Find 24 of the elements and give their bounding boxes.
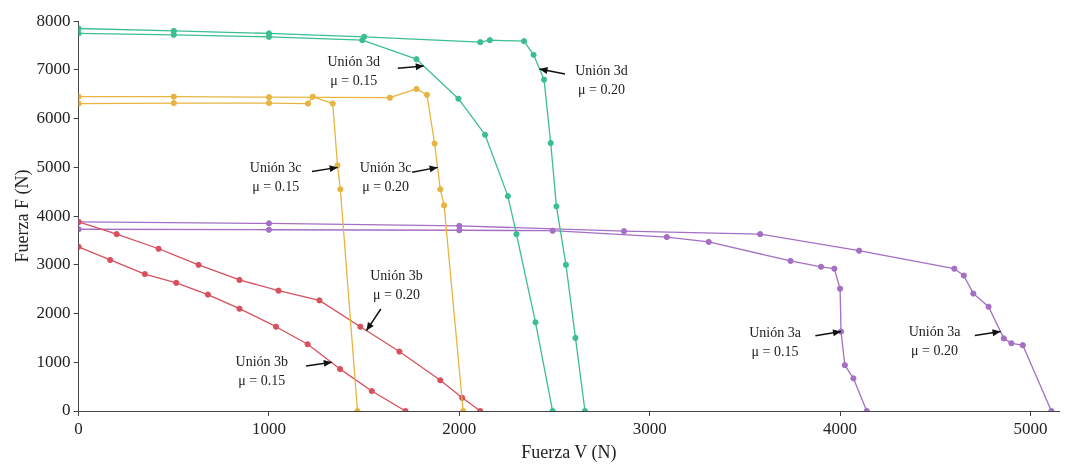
y-tick-label: 2000	[36, 303, 71, 323]
y-tick-label: 8000	[36, 10, 71, 30]
y-tick-label: 1000	[36, 351, 71, 371]
annotation: Unión 3c μ = 0.15	[249, 159, 302, 194]
annotation: Unión 3b μ = 0.20	[370, 267, 423, 302]
y-tick-label: 0	[62, 400, 71, 420]
y-tick-label: 3000	[36, 254, 71, 274]
y-tick-label: 6000	[36, 108, 71, 128]
annotation: Unión 3d μ = 0.20	[575, 63, 628, 98]
x-tick-label: 2000	[442, 418, 477, 438]
x-tick-label: 4000	[823, 418, 858, 438]
annotation: Unión 3c μ = 0.20	[359, 159, 412, 194]
annotation: Unión 3d μ = 0.15	[327, 54, 380, 89]
x-axis-title: Fuerza V (N)	[521, 441, 617, 463]
x-tick-label: 1000	[251, 418, 286, 438]
y-tick-label: 4000	[36, 205, 71, 225]
y-tick-label: 5000	[36, 156, 71, 176]
x-tick-label: 5000	[1013, 418, 1048, 438]
annotation: Unión 3b μ = 0.15	[235, 354, 289, 389]
annotation: Unión 3a μ = 0.15	[749, 324, 802, 359]
y-tick-label: 7000	[36, 59, 71, 79]
y-axis-title: Fuerza F (N)	[11, 169, 33, 263]
annotation: Unión 3a μ = 0.20	[908, 323, 962, 358]
x-tick-label: 3000	[632, 418, 667, 438]
